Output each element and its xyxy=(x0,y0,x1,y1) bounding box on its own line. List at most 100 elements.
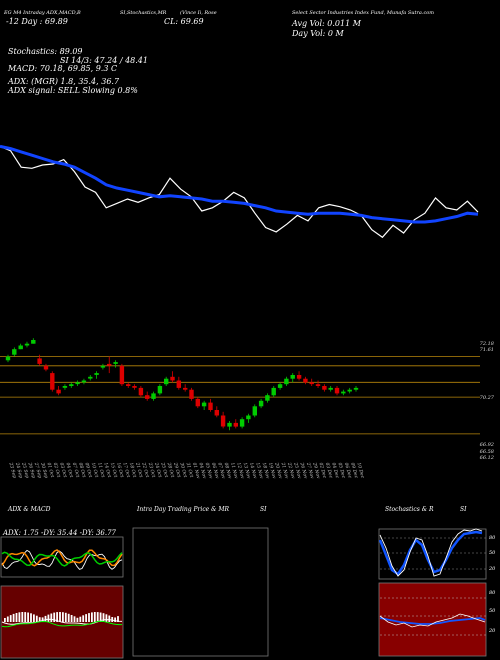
date-tick-label: 27 Sep xyxy=(33,461,43,479)
stoch-tick: 80 xyxy=(489,535,496,541)
macd-histogram-bar xyxy=(76,617,79,622)
candle-body xyxy=(151,393,156,399)
candle-body xyxy=(69,384,74,386)
y-tick-label: 66.58 xyxy=(479,449,494,455)
macd-histogram-bar xyxy=(47,614,50,622)
candle-body xyxy=(214,410,219,416)
candle-body xyxy=(208,402,213,410)
macd-histogram-bar xyxy=(44,615,47,622)
candle-body xyxy=(271,387,276,396)
macd-histogram-bar xyxy=(9,615,12,622)
ema-line xyxy=(0,144,479,224)
candle-body xyxy=(62,386,68,388)
candle-body xyxy=(328,387,333,390)
intraday-panel-title: Intra Day Trading Price & MR xyxy=(137,506,230,513)
candle-body xyxy=(183,387,188,390)
date-tick-label: 02 Dec xyxy=(318,462,328,479)
candle-body xyxy=(246,415,251,420)
macd-histogram-bar xyxy=(53,612,56,622)
date-tick-label: 29 Oct xyxy=(172,461,182,478)
date-tick-label: 23 Sep xyxy=(7,461,17,479)
macd-histogram-bar xyxy=(85,614,87,622)
candle-body xyxy=(170,376,175,381)
adx-panel-values: ADX: 1.75 -DY: 35.44 -DY: 36.77 xyxy=(3,529,116,537)
date-tick-label: 18 Oct xyxy=(128,462,138,478)
macd-histogram-bar xyxy=(24,612,27,622)
candle-body xyxy=(107,363,112,366)
date-tick-label: 09 Oct xyxy=(83,462,93,478)
date-tick-label: 07 Nov xyxy=(216,462,226,480)
stoch-tick: 20 xyxy=(489,566,496,572)
macd-histogram-bar xyxy=(114,617,116,622)
stoch-tick: 50 xyxy=(489,550,496,556)
header-line1c: (Vince Ii, Rose xyxy=(180,10,217,16)
adx-signal-readout: ADX signal: SELL Slowing 0.8% xyxy=(8,86,138,95)
macd-histogram-bar xyxy=(117,616,119,622)
macd-readout: MACD: 70.18, 69.85, 9.3 C xyxy=(8,64,118,73)
candle-body xyxy=(12,349,17,355)
macd-histogram-bar xyxy=(27,612,29,622)
macd-histogram-bar xyxy=(18,612,21,622)
candle-body xyxy=(220,415,226,427)
date-tick-label: 08 Oct xyxy=(77,462,87,478)
date-tick-label: 29 Nov xyxy=(311,461,321,480)
candle-body xyxy=(176,380,181,388)
candle-body xyxy=(296,375,302,379)
macd-histogram-bar xyxy=(4,618,6,622)
date-tick-label: 24 Oct xyxy=(153,461,163,478)
si-tick: 80 xyxy=(489,590,496,596)
date-tick-label: 11 Nov xyxy=(229,462,239,480)
macd-histogram-bar xyxy=(73,616,76,622)
candle-body xyxy=(239,419,245,427)
candle-body xyxy=(334,387,340,394)
macd-histogram-bar xyxy=(38,617,41,622)
macd-histogram-bar xyxy=(111,617,114,622)
date-tick-label: 05 Nov xyxy=(204,462,214,480)
macd-histogram-bar xyxy=(79,616,82,622)
candle-body xyxy=(119,365,125,385)
candle-body xyxy=(5,356,11,361)
macd-histogram-bar xyxy=(35,615,38,622)
macd-histogram-bar xyxy=(12,613,15,622)
candle-body xyxy=(56,389,61,394)
date-tick-label: 20 Nov xyxy=(273,461,283,480)
candle-body xyxy=(75,382,80,385)
candle-body xyxy=(201,402,207,407)
candle-body xyxy=(88,376,93,379)
candle-body xyxy=(43,365,49,370)
macd-histogram-bar xyxy=(41,617,44,622)
candle-body xyxy=(322,386,327,390)
date-tick-label: 01 Nov xyxy=(191,462,201,480)
candle-body xyxy=(189,389,194,399)
date-tick-label: 01 Oct xyxy=(46,462,56,478)
macd-histogram-bar xyxy=(105,614,108,622)
date-tick-label: 06 Dec xyxy=(343,462,353,479)
date-tick-label: 15 Oct xyxy=(109,462,119,478)
date-tick-label: 28 Oct xyxy=(165,461,175,478)
macd-histogram-bar xyxy=(91,612,93,622)
macd-histogram-bar xyxy=(62,612,64,622)
date-tick-label: 24 Sep xyxy=(14,461,24,479)
macd-histogram-bar xyxy=(96,612,99,622)
candle-body xyxy=(315,384,321,386)
candle-body xyxy=(290,375,295,379)
header-avgvol: Avg Vol: 0.011 M xyxy=(292,19,361,28)
date-tick-label: 18 Nov xyxy=(261,462,271,480)
candle-body xyxy=(113,362,118,364)
adx-line xyxy=(1,549,123,570)
macd-histogram-bar xyxy=(82,615,85,622)
candle-body xyxy=(309,382,314,385)
adx-panel-frame xyxy=(0,536,124,578)
y-tick-label: 66.92 xyxy=(479,442,494,448)
date-tick-label: 08 Nov xyxy=(223,462,233,480)
stoch-fast-line xyxy=(379,528,483,577)
candle-body xyxy=(37,358,42,364)
date-tick-label: 31 Oct xyxy=(185,462,195,478)
macd-histogram-bar xyxy=(6,616,9,622)
date-tick-label: 26 Nov xyxy=(298,461,308,480)
macd-line xyxy=(1,618,123,625)
candle-body xyxy=(265,395,270,401)
candle-body xyxy=(284,378,289,385)
header-dayvol: Day Vol: 0 M xyxy=(292,29,344,38)
